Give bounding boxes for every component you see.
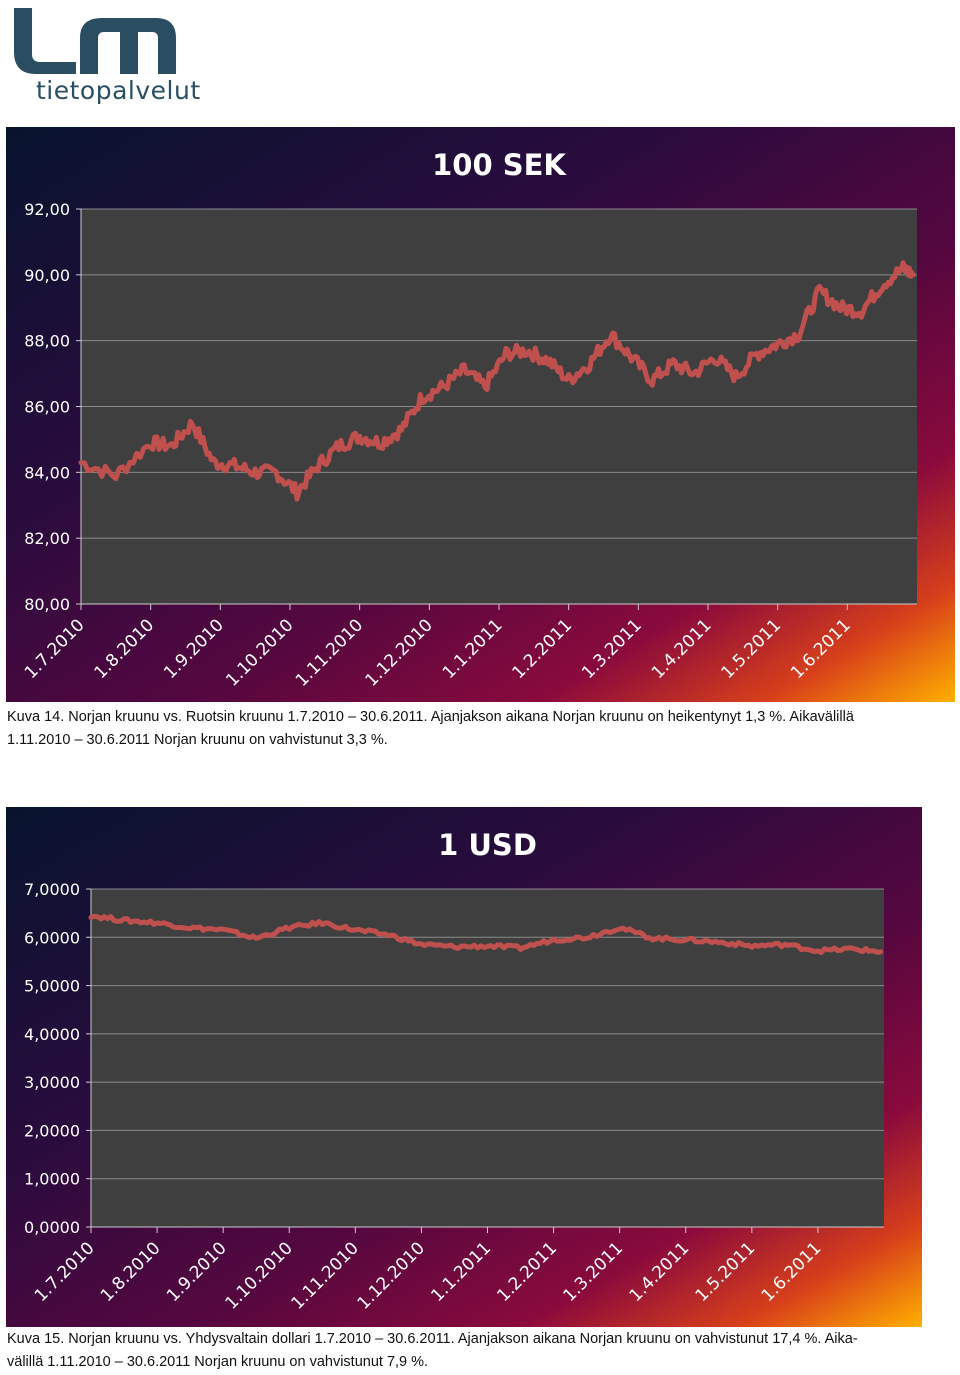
y-tick-label: 92,00 [24, 200, 70, 219]
chart-usd: 1 USD 0,0000 1,0000 2,0000 3,0000 4,0000 5,000… [6, 807, 922, 1327]
chart-sek-svg: 100 SEK 80,00 82,00 84,00 86,00 88,00 90,00 92,… [6, 127, 955, 702]
y-tick-label: 82,00 [24, 529, 70, 548]
chart-usd-svg: 1 USD 0,0000 1,0000 2,0000 3,0000 4,0000 5,000… [6, 807, 922, 1327]
caption-chart-usd: Kuva 15. Norjan kruunu vs. Yhdysvaltain … [7, 1328, 858, 1374]
lm-logo: tietopalvelut [10, 4, 200, 114]
y-tick-label: 2,0000 [24, 1121, 80, 1140]
y-tick-label: 86,00 [24, 398, 70, 417]
y-tick-label: 6,0000 [24, 928, 80, 947]
caption-line: 1.11.2010 – 30.6.2011 Norjan kruunu on v… [7, 732, 388, 748]
y-tick-label: 5,0000 [24, 977, 80, 996]
caption-chart-sek: Kuva 14. Norjan kruunu vs. Ruotsin kruun… [7, 706, 854, 752]
logo-tagline: tietopalvelut [36, 76, 201, 105]
caption-line: Kuva 14. Norjan kruunu vs. Ruotsin kruun… [7, 709, 854, 725]
y-tick-label: 84,00 [24, 463, 70, 482]
chart-title: 100 SEK [432, 148, 567, 182]
y-tick-label: 88,00 [24, 332, 70, 351]
series-line [78, 260, 916, 502]
chart-title: 1 USD [438, 828, 537, 862]
y-tick-label: 0,0000 [24, 1218, 80, 1237]
y-tick-label: 80,00 [24, 595, 70, 614]
caption-line: Kuva 15. Norjan kruunu vs. Yhdysvaltain … [7, 1331, 858, 1347]
y-tick-label: 90,00 [24, 266, 70, 285]
y-tick-label: 1,0000 [24, 1170, 80, 1189]
y-tick-label: 7,0000 [24, 880, 80, 899]
plot-area [91, 889, 884, 1227]
lm-logo-mark [14, 8, 176, 74]
caption-line: välillä 1.11.2010 – 30.6.2011 Norjan kru… [7, 1354, 429, 1370]
series-line [88, 913, 884, 956]
y-tick-label: 3,0000 [24, 1073, 80, 1092]
y-tick-label: 4,0000 [24, 1025, 80, 1044]
chart-sek: 100 SEK 80,00 82,00 84,00 86,00 88,00 90,00 92,… [6, 127, 955, 702]
